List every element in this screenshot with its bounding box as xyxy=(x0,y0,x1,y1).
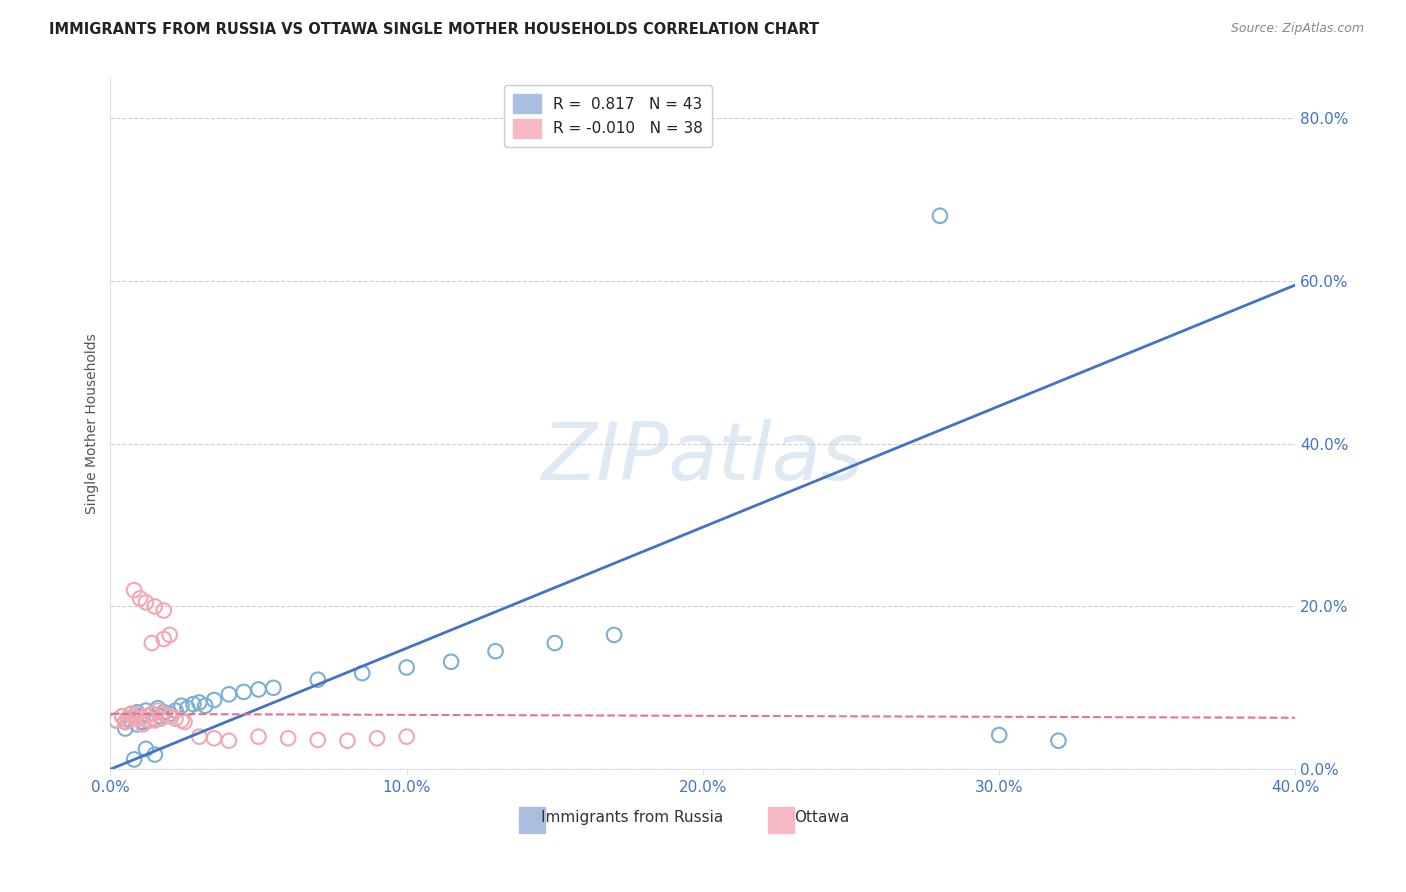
Point xyxy=(188,730,211,744)
Text: Source: ZipAtlas.com: Source: ZipAtlas.com xyxy=(1230,22,1364,36)
Point xyxy=(135,595,157,609)
Point xyxy=(146,704,169,718)
Text: IMMIGRANTS FROM RUSSIA VS OTTAWA SINGLE MOTHER HOUSEHOLDS CORRELATION CHART: IMMIGRANTS FROM RUSSIA VS OTTAWA SINGLE … xyxy=(49,22,820,37)
Point xyxy=(143,714,166,728)
Point xyxy=(114,714,136,729)
Point xyxy=(138,714,160,728)
Point xyxy=(122,711,145,725)
Point xyxy=(202,731,225,746)
Point xyxy=(111,709,134,723)
Point xyxy=(146,701,169,715)
Point xyxy=(149,712,172,726)
Point xyxy=(152,706,174,721)
Point xyxy=(117,714,139,728)
FancyBboxPatch shape xyxy=(768,806,794,833)
Point xyxy=(170,714,193,728)
Point xyxy=(135,742,157,756)
Point xyxy=(395,660,418,674)
Point xyxy=(170,698,193,713)
Point xyxy=(188,696,211,710)
Point xyxy=(143,599,166,614)
Point xyxy=(176,701,198,715)
Point xyxy=(247,730,270,744)
Point xyxy=(152,705,174,719)
Point xyxy=(149,709,172,723)
Point xyxy=(125,717,148,731)
Point xyxy=(218,687,240,701)
Point xyxy=(114,714,136,729)
Point xyxy=(132,714,155,729)
Point xyxy=(544,636,567,650)
Point xyxy=(929,209,952,223)
Point xyxy=(105,714,128,728)
Point xyxy=(129,591,152,606)
Point xyxy=(135,704,157,718)
Point xyxy=(159,706,181,721)
Point xyxy=(173,714,195,729)
FancyBboxPatch shape xyxy=(519,806,546,833)
Point xyxy=(366,731,388,746)
Point xyxy=(105,714,128,728)
Legend: R =  0.817   N = 43, R = -0.010   N = 38: R = 0.817 N = 43, R = -0.010 N = 38 xyxy=(505,85,711,147)
Point xyxy=(307,673,329,687)
Point xyxy=(159,709,181,723)
Point xyxy=(120,706,142,721)
Point xyxy=(165,704,187,718)
Point xyxy=(141,706,163,721)
Point xyxy=(141,706,163,721)
Point xyxy=(165,712,187,726)
Point xyxy=(122,752,145,766)
Point xyxy=(307,732,329,747)
Point xyxy=(125,706,148,721)
Point xyxy=(143,747,166,762)
Point xyxy=(143,712,166,726)
Point xyxy=(247,682,270,697)
Point xyxy=(122,583,145,598)
Point xyxy=(129,712,152,726)
Point xyxy=(132,717,155,731)
Point xyxy=(277,731,299,746)
Point xyxy=(352,666,374,681)
Y-axis label: Single Mother Households: Single Mother Households xyxy=(86,333,100,514)
Point xyxy=(262,681,284,695)
Point xyxy=(336,733,359,747)
Point xyxy=(1047,733,1070,747)
Point xyxy=(141,636,163,650)
Point xyxy=(120,706,142,721)
Point xyxy=(152,603,174,617)
Point xyxy=(202,693,225,707)
Point xyxy=(114,722,136,736)
Text: Immigrants from Russia: Immigrants from Russia xyxy=(541,810,723,825)
Point xyxy=(183,697,205,711)
Point xyxy=(440,655,463,669)
Point xyxy=(395,730,418,744)
Point xyxy=(159,628,181,642)
Point xyxy=(152,632,174,646)
Point xyxy=(135,709,157,723)
Point xyxy=(232,685,254,699)
Point xyxy=(988,728,1011,742)
Point xyxy=(484,644,506,658)
Text: ZIPatlas: ZIPatlas xyxy=(541,419,865,497)
Point xyxy=(194,698,217,713)
Point xyxy=(125,705,148,719)
Point xyxy=(138,714,160,728)
Point xyxy=(111,709,134,723)
Point xyxy=(129,709,152,723)
Point xyxy=(603,628,626,642)
Text: Ottawa: Ottawa xyxy=(794,810,849,825)
Point xyxy=(122,711,145,725)
Point xyxy=(218,733,240,747)
Point xyxy=(117,712,139,726)
